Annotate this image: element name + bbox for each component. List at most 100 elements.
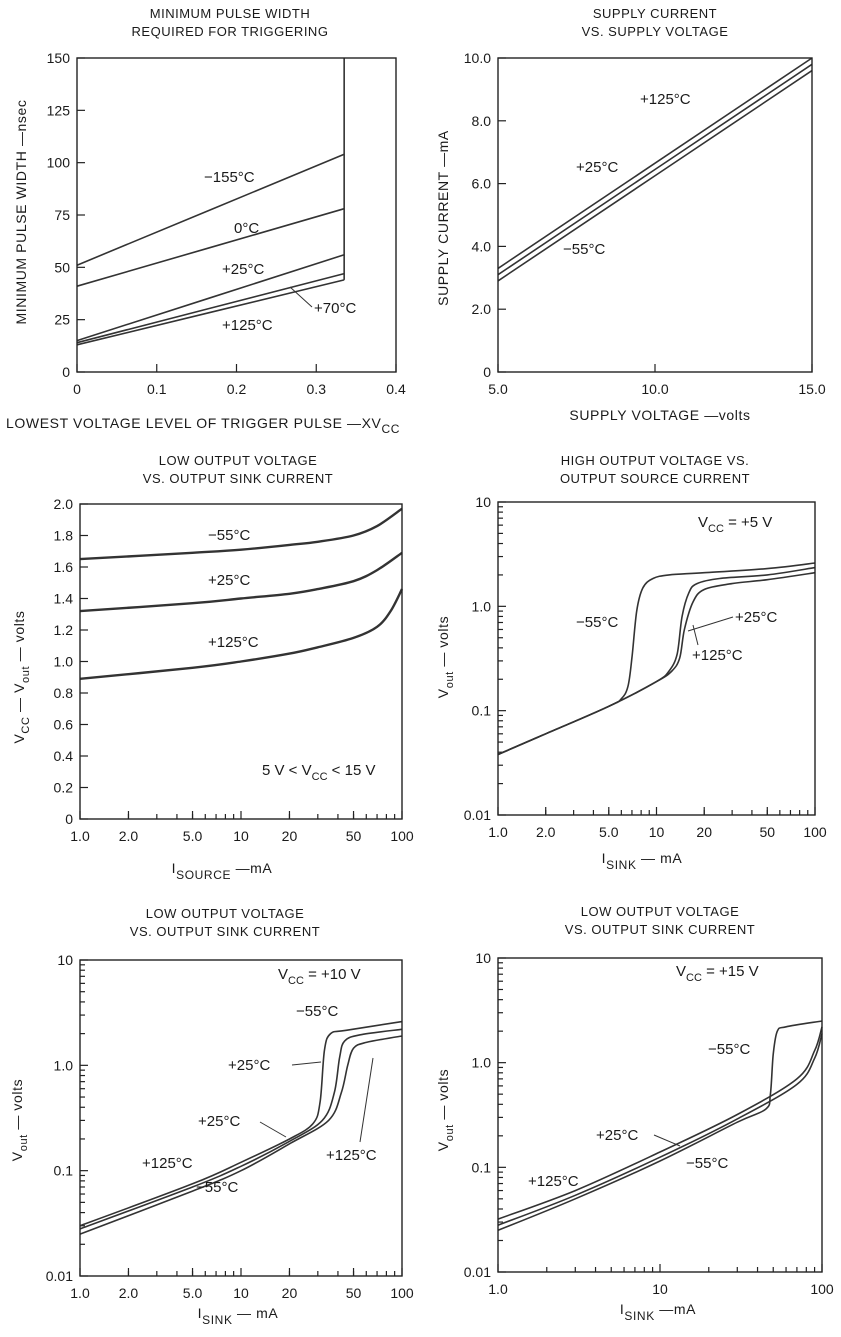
y-tick-label: 1.0 — [472, 1055, 492, 1071]
series-label-minus-155c: −155°C — [204, 169, 255, 186]
series-label-plus-70c: +70°C — [314, 300, 356, 317]
y-tick-label: 10 — [475, 494, 491, 510]
plot-frame — [79, 503, 403, 820]
y-tick-label: 0.1 — [54, 1163, 74, 1179]
series-label-minus-55c-top: −55°C — [296, 1003, 338, 1020]
y-tick-label: 1.4 — [54, 591, 74, 607]
series-line-2: +25°C — [497, 1033, 823, 1226]
series-lines: +125°C +25°C −55°C — [497, 1020, 823, 1232]
y-axis-label: SUPPLY CURRENT —mA — [435, 130, 451, 306]
chart-panel-low-output-10v: LOW OUTPUT VOLTAGE VS. OUTPUT SINK CURRE… — [0, 890, 430, 1332]
chart-title-line-1: LOW OUTPUT VOLTAGE — [581, 904, 740, 919]
series-line-3: +125°C — [79, 588, 404, 680]
series-line-1: −55°C — [497, 562, 816, 756]
series-line-1: −55°C — [79, 1020, 403, 1227]
x-tick-label: 50 — [759, 824, 775, 840]
plot-frame — [497, 57, 813, 373]
series-label-plus-125c: +125°C — [222, 317, 273, 334]
x-tick-label: 10 — [233, 828, 249, 844]
chart-low-output-15v: LOW OUTPUT VOLTAGE VS. OUTPUT SINK CURRE… — [435, 904, 834, 1323]
condition-note: VCC = +10 V — [278, 966, 361, 987]
series-line-1: +125°C — [497, 1026, 823, 1220]
x-tick-label: 10 — [652, 1281, 668, 1297]
series-label-minus-55c-lower: −55°C — [196, 1179, 238, 1196]
y-tick-label: 1.0 — [472, 598, 492, 614]
label-leader-plus-70c — [289, 286, 313, 308]
y-axis-label: VCC — Vout — volts — [11, 610, 32, 743]
y-tick-label: 150 — [47, 50, 71, 66]
label-leader-plus-25c-lower — [259, 1121, 287, 1138]
y-tick-label: 0.4 — [54, 748, 74, 764]
plot-frame — [76, 57, 397, 373]
series-label-plus-25c: +25°C — [735, 609, 777, 626]
axis-ticks: 5.0 10.0 15.0 0 2.0 4.0 6.0 8.0 10.0 — [464, 50, 826, 397]
y-tick-label: 50 — [54, 259, 70, 275]
chart-min-pulse-width: MINIMUM PULSE WIDTH REQUIRED FOR TRIGGER… — [6, 6, 406, 436]
x-tick-label: 10 — [649, 824, 665, 840]
y-tick-label: 2.0 — [54, 496, 74, 512]
x-tick-label: 0 — [73, 381, 81, 397]
x-tick-label: 5.0 — [183, 1285, 203, 1301]
series-lines: −55°C +25°C +125°C — [497, 562, 816, 756]
condition-note: 5 V < VCC < 15 V — [262, 762, 375, 783]
x-tick-label: 1.0 — [488, 1281, 508, 1297]
series-label-plus-25c: +25°C — [576, 159, 618, 176]
chart-low-output-source: LOW OUTPUT VOLTAGE VS. OUTPUT SINK CURRE… — [11, 453, 414, 882]
series-label-minus-55c-upper: −55°C — [708, 1041, 750, 1058]
x-tick-label: 0.4 — [386, 381, 406, 397]
x-tick-label: 0.3 — [307, 381, 327, 397]
series-line-2: 0°C — [76, 207, 345, 287]
y-tick-label: 10 — [475, 950, 491, 966]
y-tick-label: 0.1 — [472, 703, 492, 719]
chart-supply-current: SUPPLY CURRENT VS. SUPPLY VOLTAGE 5.0 10.… — [435, 6, 826, 423]
condition-note: VCC = +5 V — [698, 514, 772, 535]
y-tick-label: 0 — [62, 364, 70, 380]
series-label-plus-125c-right: +125°C — [326, 1147, 377, 1164]
chart-panel-supply-current: SUPPLY CURRENT VS. SUPPLY VOLTAGE 5.0 10.… — [430, 0, 841, 445]
x-axis-label: ISINK — mA — [602, 850, 683, 872]
label-leader-plus-25c — [653, 1134, 681, 1147]
series-label-plus-25c-upper: +25°C — [228, 1057, 270, 1074]
axis-ticks: 1.0 10 100 0.01 0.1 1.0 10 — [464, 950, 834, 1297]
y-tick-label: 0.01 — [46, 1268, 73, 1284]
x-tick-label: 20 — [282, 1285, 298, 1301]
y-tick-label: 100 — [47, 155, 71, 171]
y-tick-label: 10 — [57, 952, 73, 968]
series-line-3: +25°C — [76, 254, 345, 342]
x-tick-label: 10.0 — [641, 381, 668, 397]
series-line-1: +125°C — [497, 57, 813, 270]
x-tick-label: 20 — [282, 828, 298, 844]
y-tick-label: 0 — [65, 811, 73, 827]
chart-title-line-1: LOW OUTPUT VOLTAGE — [146, 906, 305, 921]
axis-ticks: 1.0 2.0 5.0 10 20 50 100 0.01 0.1 1.0 10 — [46, 952, 414, 1301]
chart-title-line-1: HIGH OUTPUT VOLTAGE VS. — [561, 453, 749, 468]
x-tick-label: 2.0 — [119, 828, 139, 844]
x-axis-label: ISINK — mA — [198, 1305, 279, 1327]
series-label-plus-125c-lower: +125°C — [142, 1155, 193, 1172]
y-tick-label: 75 — [54, 207, 70, 223]
series-label-minus-55c: −55°C — [563, 241, 605, 258]
y-tick-label: 2.0 — [472, 301, 492, 317]
series-label-plus-125c: +125°C — [208, 634, 259, 651]
y-axis-label: Vout — volts — [9, 1079, 30, 1161]
y-tick-label: 1.6 — [54, 559, 74, 575]
x-tick-label: 2.0 — [119, 1285, 139, 1301]
chart-panel-low-output-15v: LOW OUTPUT VOLTAGE VS. OUTPUT SINK CURRE… — [430, 890, 841, 1332]
x-axis-label: SUPPLY VOLTAGE —volts — [569, 407, 750, 423]
x-tick-label: 10 — [233, 1285, 249, 1301]
y-tick-label: 4.0 — [472, 238, 492, 254]
series-line-1: −55°C — [79, 507, 403, 561]
condition-note: VCC = +15 V — [676, 963, 759, 984]
series-line-5: +125°C — [76, 279, 345, 346]
x-tick-label: 100 — [803, 824, 827, 840]
plot-frame — [497, 957, 823, 1273]
y-tick-label: 25 — [54, 312, 70, 328]
x-tick-label: 50 — [346, 828, 362, 844]
y-axis-label: Vout — volts — [435, 616, 456, 698]
y-tick-label: 1.0 — [54, 654, 74, 670]
series-line-3: +125°C — [497, 571, 816, 756]
y-tick-label: 1.0 — [54, 1057, 74, 1073]
y-tick-label: 0.6 — [54, 717, 74, 733]
chart-title-line-2: VS. OUTPUT SINK CURRENT — [143, 471, 333, 486]
x-tick-label: 5.0 — [599, 824, 619, 840]
